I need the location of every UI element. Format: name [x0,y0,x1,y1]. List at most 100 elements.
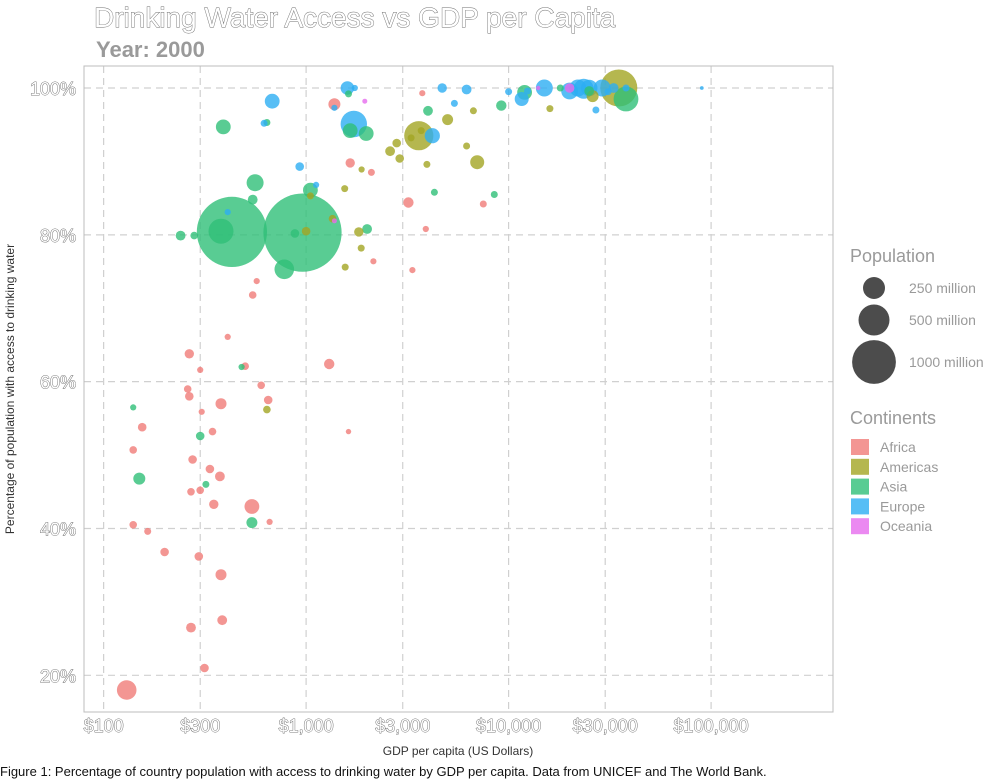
data-point-africa [422,225,429,233]
data-point-europe [592,106,600,114]
data-point-oceania [362,98,368,104]
data-point-americas [395,154,405,163]
data-point-americas [263,405,271,414]
data-point-africa [244,499,260,514]
data-point-africa [215,569,227,581]
data-point-africa [160,547,169,557]
color-legend-swatch [851,498,869,515]
data-point-europe [260,119,268,127]
data-point-africa [188,455,197,464]
data-point-africa [144,527,152,535]
data-point-asia [246,174,264,192]
data-point-africa [367,168,375,176]
data-point-africa [184,349,194,359]
data-point-africa [263,395,273,405]
size-legend-label: 1000 million [909,354,984,370]
data-point-asia [613,86,639,112]
color-legend-label: Europe [880,498,925,514]
data-point-asia [358,126,374,141]
figure-caption: Figure 1: Percentage of country populati… [0,764,767,779]
data-point-africa [208,427,217,436]
plot-frame [83,65,834,713]
data-point-americas [423,160,431,168]
data-point-africa [324,358,335,370]
data-point-europe [514,92,529,106]
color-legend-label: Asia [880,479,907,495]
data-point-africa [224,333,231,340]
data-point-oceania [331,218,337,224]
data-point-asia [290,229,300,238]
data-point-africa [253,278,260,285]
data-point-americas [357,244,365,252]
data-point-africa [217,615,228,626]
data-point-africa [185,392,194,401]
data-points [116,69,704,700]
size-legend-bubble [852,340,896,384]
size-legend-title: Population [850,246,935,266]
size-legend-label: 250 million [909,280,976,296]
data-point-africa [403,197,414,208]
data-point-americas [392,138,402,148]
data-point-africa [215,398,227,410]
data-point-americas [407,134,415,142]
color-legend-label: Oceania [880,518,932,534]
data-point-europe [622,84,630,92]
data-point-africa [183,385,192,393]
data-point-africa [186,622,196,633]
data-point-americas [341,263,349,271]
data-point-africa [257,381,266,390]
x-tick-label: $100,000 [674,716,749,736]
data-point-asia [274,259,295,280]
data-point-asia [342,123,358,138]
data-point-africa [345,158,355,168]
size-legend-bubble [858,304,890,336]
data-point-asia [247,194,258,205]
data-point-europe [313,181,320,188]
data-point-africa [197,366,204,373]
data-point-africa [187,488,195,496]
data-point-europe [437,83,447,93]
data-point-asia [556,84,564,92]
data-point-asia [133,472,146,485]
x-axis-ticks: $100 $300 $1,000 $3,000 $10,000 $30,000 $100,0… [83,716,749,737]
data-point-europe [224,209,231,216]
color-legend-swatch [851,439,869,455]
data-point-americas [442,114,454,126]
data-point-americas [385,146,395,157]
data-point-asia [423,105,433,116]
data-point-americas [306,192,314,200]
y-tick-label: 60% [40,373,76,393]
data-point-africa [215,471,225,482]
data-point-africa [129,446,137,454]
x-tick-label: $1,000 [279,716,334,736]
data-point-africa [196,486,204,495]
data-point-oceania [564,83,575,93]
data-point-africa [209,499,219,509]
data-point-asia [584,86,595,96]
data-point-americas [341,185,349,193]
data-point-oceania [536,85,541,91]
data-point-americas [469,107,477,115]
data-point-europe [535,79,553,97]
data-point-europe [505,88,513,96]
color-legend-swatch [851,518,869,535]
data-point-americas [404,121,434,151]
data-point-asia [190,231,198,240]
data-point-asia [362,224,372,234]
data-point-asia [175,230,186,241]
legend: Population 250 million 500 million 1000 mil… [850,246,984,535]
color-legend-swatch [851,478,869,495]
data-point-asia [130,404,137,411]
data-point-asia [496,100,507,111]
chart-subtitle: Year: 2000 [96,37,205,62]
y-tick-label: 40% [40,519,76,539]
data-point-europe [331,104,338,111]
x-tick-label: $300 [180,716,220,736]
data-point-africa [266,518,273,526]
data-point-americas [301,226,311,236]
data-point-europe [699,86,704,90]
chart-title: Drinking Water Access vs GDP per Capita [94,2,616,33]
data-point-asia [195,431,205,441]
data-point-europe [461,84,472,95]
color-legend-label: Africa [880,439,916,455]
